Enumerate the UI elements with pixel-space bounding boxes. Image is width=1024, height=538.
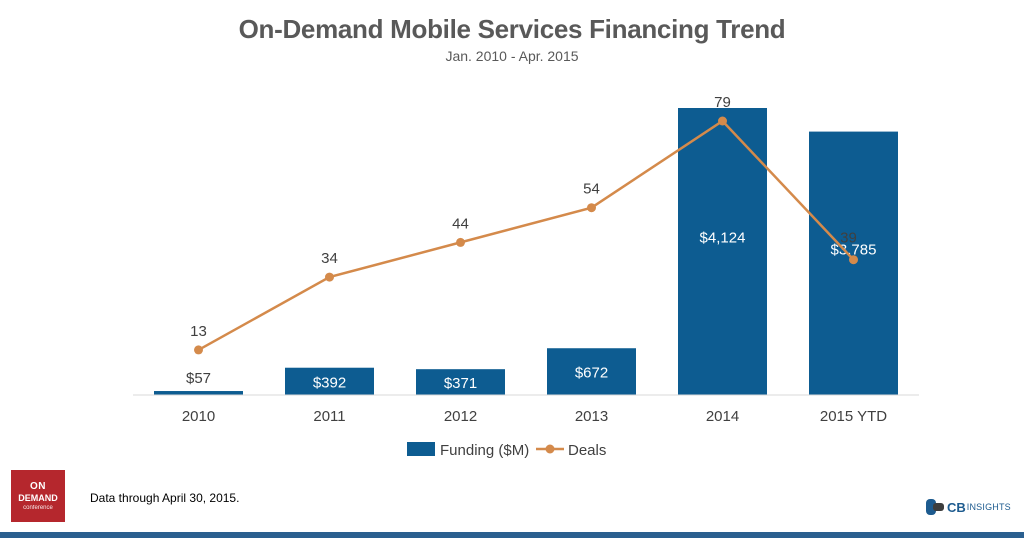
deals-point-1 [325,272,334,282]
legend-marker-deals [545,444,555,454]
deals-line [197,119,855,352]
x-tick-label-1: 2011 [313,408,345,425]
funding-label-0: $57 [186,370,211,387]
funding-bar-4 [678,108,767,395]
deals-point-3 [587,203,596,213]
deals-label-2: 44 [452,215,469,232]
badge-line-3: conference [23,504,53,511]
deals-point-4 [718,116,727,126]
x-tick-label-2: 2012 [444,408,477,425]
cb-insights-mark-icon [926,499,944,515]
funding-bar-1 [285,367,374,395]
funding-label-1: $392 [313,374,346,391]
funding-label-4: $4,124 [700,230,746,247]
on-demand-conference-badge: ON DEMAND conference [11,470,65,522]
funding-bar-0 [154,391,243,395]
badge-line-2: DEMAND [18,492,58,503]
x-tick-label-0: 2010 [182,408,215,425]
x-tick-label-5: 2015 YTD [820,408,887,425]
funding-bar-3 [547,348,636,395]
funding-label-2: $371 [444,375,477,392]
chart-title: On-Demand Mobile Services Financing Tren… [238,14,786,44]
cb-insights-logo: CB INSIGHTS [926,497,1011,517]
deals-point-5 [849,255,858,265]
legend-swatch-funding [407,442,435,456]
deals-label-1: 34 [321,250,338,267]
funding-label-3: $672 [575,365,608,382]
x-tick-label-4: 2014 [706,408,739,425]
funding-bar-2 [416,369,505,395]
deals-label-0: 13 [190,323,207,340]
brand-mark: CB [947,499,966,515]
brand-name: INSIGHTS [966,502,1011,512]
footer-bar [0,532,1024,538]
legend-label-funding: Funding ($M) [440,442,529,459]
legend-label-deals: Deals [568,442,606,459]
deals-label-5: 39 [840,230,857,247]
deals-point-0 [194,345,203,355]
badge-line-1: ON [30,480,46,492]
deals-label-3: 54 [583,181,600,198]
x-tick-label-3: 2013 [575,408,608,425]
deals-point-2 [456,237,465,247]
footnote: Data through April 30, 2015. [90,491,240,505]
funding-label-5: $3,785 [831,241,877,258]
chart-subtitle: Jan. 2010 - Apr. 2015 [445,48,579,64]
deals-label-4: 79 [714,94,731,111]
